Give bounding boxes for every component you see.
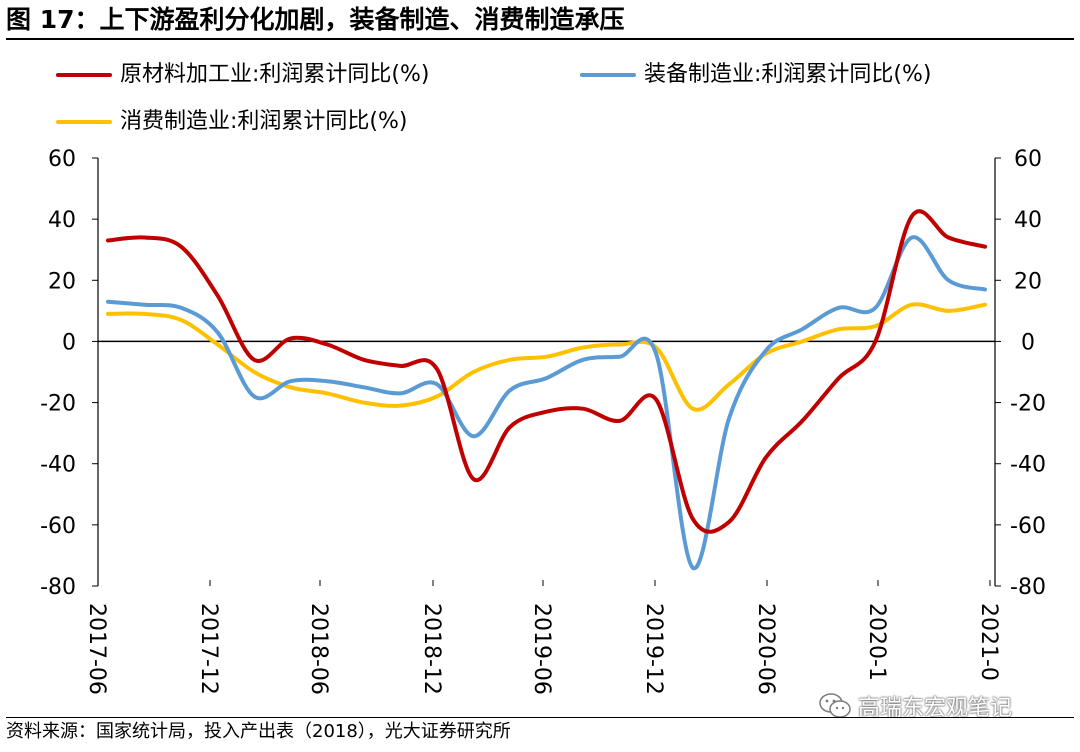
x-tick-label: 2020-06 xyxy=(753,603,778,695)
y-tick-label-right: -40 xyxy=(1010,453,1046,478)
y-tick-label-left: 40 xyxy=(48,208,76,233)
figure-title: 图 17：上下游盈利分化加剧，装备制造、消费制造承压 xyxy=(6,2,1074,40)
y-tick-label-right: 0 xyxy=(1021,330,1035,355)
y-tick-label-right: -20 xyxy=(1010,392,1046,417)
x-tick-label: 2017-06 xyxy=(84,603,109,695)
legend-swatch-equipment xyxy=(580,73,636,77)
legend-swatch-raw-materials xyxy=(56,73,112,77)
x-tick-label: 2018-12 xyxy=(419,603,444,695)
legend-label-equipment: 装备制造业:利润累计同比(%) xyxy=(644,62,932,87)
legend-swatch-consumer xyxy=(56,120,112,124)
y-tick-label-left: -40 xyxy=(40,453,76,478)
y-tick-label-left: 0 xyxy=(62,330,76,355)
watermark: 高瑞东宏观笔记 xyxy=(818,690,1012,722)
y-tick-label-left: 20 xyxy=(48,269,76,294)
legend-item-raw-materials: 原材料加工业:利润累计同比(%) xyxy=(56,60,429,90)
y-tick-label-right: -80 xyxy=(1010,575,1046,600)
y-tick-label-right: 20 xyxy=(1014,269,1042,294)
source-divider xyxy=(6,717,1074,718)
y-tick-label-right: 60 xyxy=(1014,147,1042,172)
chart-legend: 原材料加工业:利润累计同比(%) 装备制造业:利润累计同比(%) 消费制造业:利… xyxy=(0,0,1080,150)
legend-item-consumer: 消费制造业:利润累计同比(%) xyxy=(56,107,407,137)
x-tick-label: 2020-1 xyxy=(864,603,889,681)
series-line-consumer xyxy=(106,302,987,412)
watermark-text: 高瑞东宏观笔记 xyxy=(858,696,1013,721)
x-tick-label: 2021-0 xyxy=(976,603,1001,681)
x-tick-label: 2018-06 xyxy=(306,603,331,695)
x-tick-label: 2019-06 xyxy=(529,603,554,695)
y-tick-label-left: 60 xyxy=(48,147,76,172)
y-tick-label-right: -60 xyxy=(1010,514,1046,539)
x-tick-label: 2019-12 xyxy=(641,603,666,695)
y-tick-label-left: -60 xyxy=(40,514,76,539)
legend-label-consumer: 消费制造业:利润累计同比(%) xyxy=(120,109,408,134)
series-line-raw-materials xyxy=(106,209,987,534)
source-note: 资料来源：国家统计局，投入产出表（2018），光大证券研究所 xyxy=(6,721,511,742)
y-tick-label-left: -20 xyxy=(40,392,76,417)
y-tick-label-left: -80 xyxy=(40,575,76,600)
legend-item-equipment: 装备制造业:利润累计同比(%) xyxy=(580,60,931,90)
y-tick-label-right: 40 xyxy=(1014,208,1042,233)
x-tick-label: 2017-12 xyxy=(196,603,221,695)
series-line-equipment xyxy=(106,235,987,571)
wechat-icon xyxy=(819,693,851,718)
legend-label-raw-materials: 原材料加工业:利润累计同比(%) xyxy=(120,62,430,87)
